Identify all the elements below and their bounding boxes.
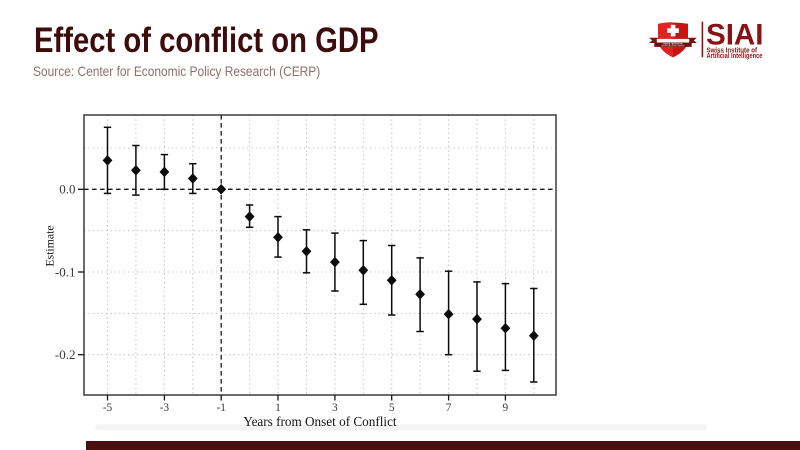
svg-text:Estimate: Estimate	[43, 225, 57, 266]
svg-text:-5: -5	[103, 402, 113, 414]
svg-text:-3: -3	[160, 402, 170, 414]
svg-text:ARTIFICIAL INTELLIGENCE: ARTIFICIAL INTELLIGENCE	[662, 44, 685, 47]
svg-text:Artificial Intelligence: Artificial Intelligence	[707, 51, 763, 60]
svg-text:3: 3	[332, 402, 338, 414]
svg-text:-0.2: -0.2	[55, 347, 76, 362]
svg-text:9: 9	[503, 402, 509, 414]
svg-text:-1: -1	[216, 402, 226, 414]
svg-text:5: 5	[389, 402, 395, 414]
svg-text:SWISS INSTITUTE: SWISS INSTITUTE	[663, 44, 683, 46]
svg-text:SIAI: SIAI	[706, 18, 764, 51]
svg-text:-0.1: -0.1	[55, 264, 76, 279]
svg-text:1: 1	[275, 402, 281, 414]
svg-text:0.0: 0.0	[59, 182, 75, 197]
svg-text:Years from Onset of Conflict: Years from Onset of Conflict	[243, 414, 397, 429]
svg-text:Swiss Institute of: Swiss Institute of	[707, 46, 758, 55]
svg-text:7: 7	[446, 402, 452, 414]
